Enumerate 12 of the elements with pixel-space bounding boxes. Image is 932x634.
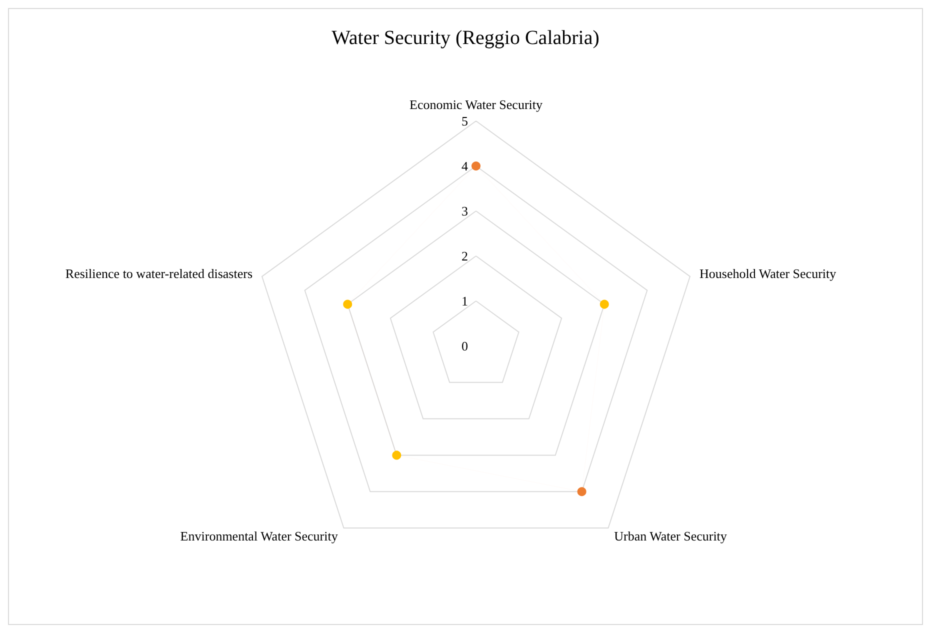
y-tick-label: 4 xyxy=(462,158,468,174)
y-tick-label: 3 xyxy=(462,204,468,218)
y-tick-label: 5 xyxy=(462,114,468,128)
spoke-label: Economic Water Security xyxy=(409,97,543,112)
y-tick-label: 2 xyxy=(462,248,468,264)
y-tick-label: 0 xyxy=(462,338,468,354)
spoke-label: Resilience to water-related disasters xyxy=(65,266,252,281)
spoke-label: Urban Water Security xyxy=(614,528,728,544)
y-tick-label: 1 xyxy=(462,294,468,308)
spoke-label: Household Water Security xyxy=(700,266,837,281)
spoke-label: Environmental Water Security xyxy=(180,528,338,544)
chart-title: Water Security (Reggio Calabria) xyxy=(332,27,600,49)
